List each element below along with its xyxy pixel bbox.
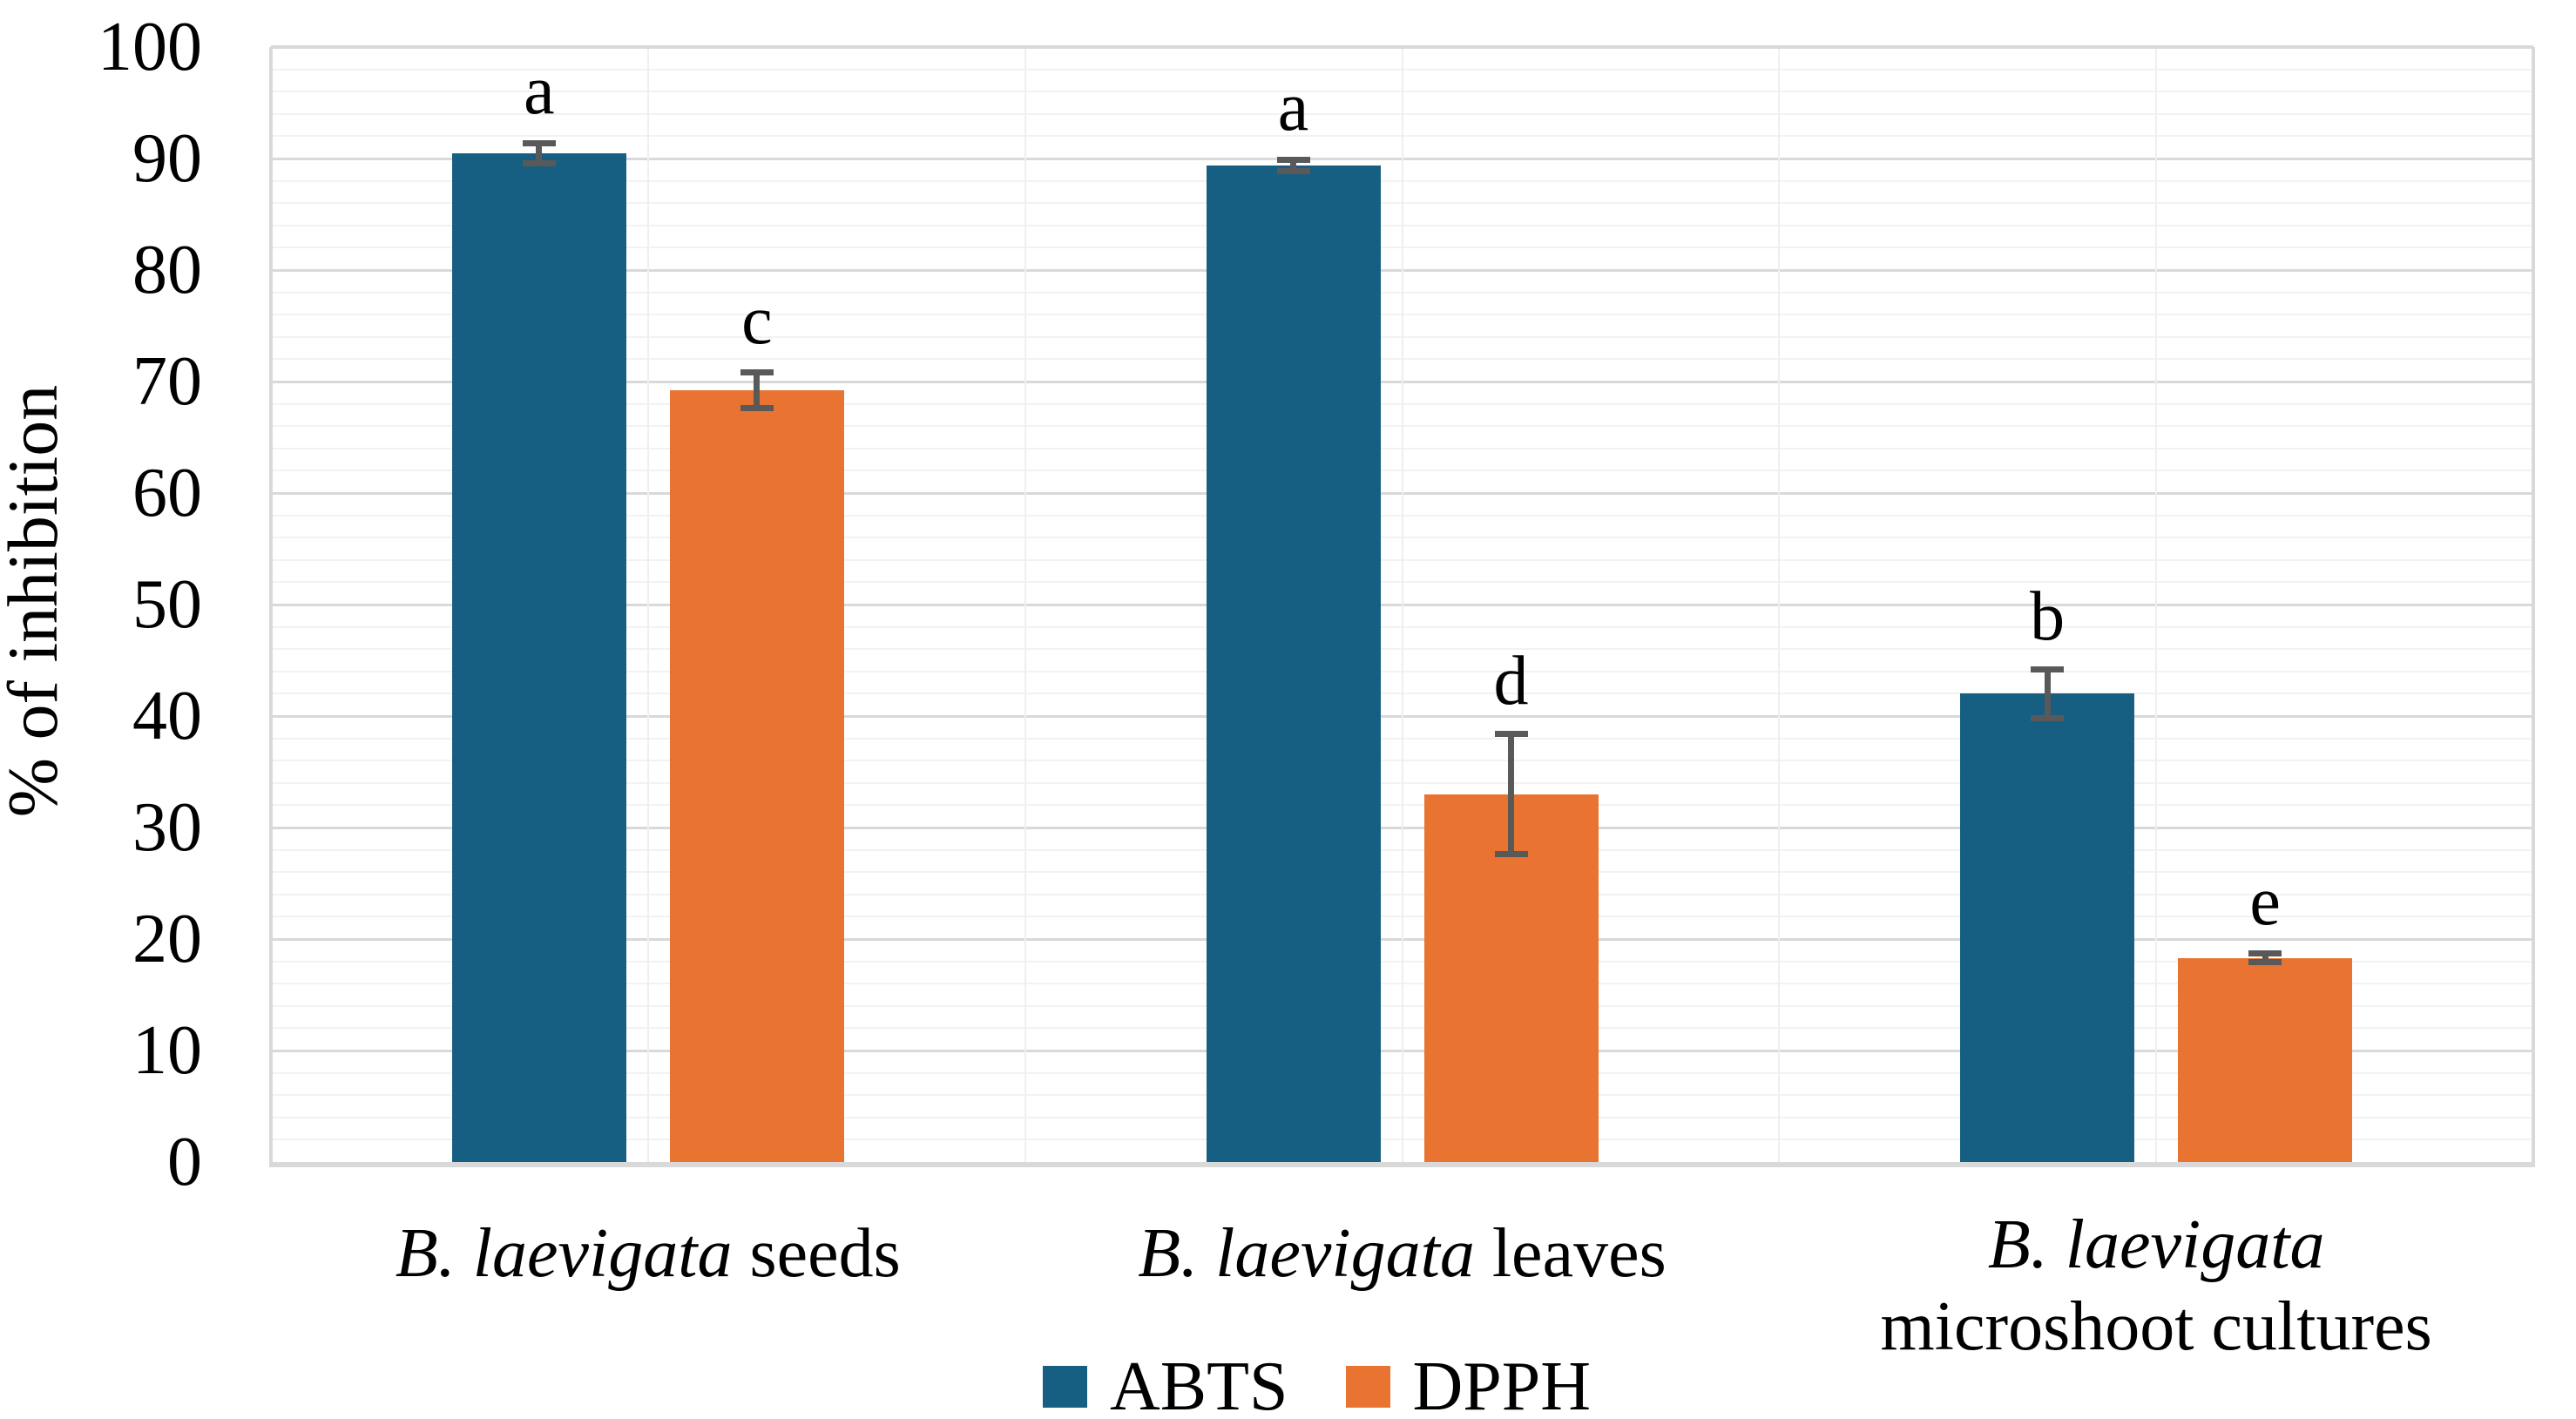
legend-item-abts: ABTS <box>1043 1352 1288 1419</box>
species-name-italic: B. laevigata <box>395 1215 733 1292</box>
error-bar-cap-top <box>522 139 556 146</box>
y-tick-label: 0 <box>167 1124 202 1200</box>
y-tick-label: 30 <box>132 789 202 866</box>
sig-letter-a-0: a <box>524 52 555 130</box>
bar-dpph-0 <box>669 390 844 1162</box>
error-bar-cap-top <box>1494 730 1528 737</box>
error-bar-cap-top <box>2248 950 2282 957</box>
category-center-line <box>646 47 649 1162</box>
legend-swatch-abts <box>1043 1366 1087 1408</box>
y-tick-label: 80 <box>132 232 202 308</box>
error-bar-stem <box>1290 159 1296 172</box>
plot-area: a a b c d e <box>269 45 2535 1167</box>
category-boundary-line <box>1024 47 1026 1162</box>
error-bar-cap-bottom <box>2248 959 2282 966</box>
category-label-regular: leaves <box>1474 1215 1667 1292</box>
legend-label-dpph: DPPH <box>1412 1348 1592 1419</box>
x-category-label-2: B. laevigata microshoot cultures <box>1633 1204 2576 1368</box>
error-bar-cap-bottom <box>1494 851 1528 858</box>
y-tick-label: 10 <box>132 1012 202 1089</box>
legend-swatch-dpph <box>1345 1366 1390 1408</box>
sig-letter-d-1: d <box>1493 643 1529 720</box>
plot-border-top <box>271 45 2533 49</box>
y-tick-label: 20 <box>132 901 202 977</box>
error-bar-cap-bottom <box>1276 167 1310 174</box>
category-center-line <box>1401 47 1403 1162</box>
category-center-line <box>2155 47 2158 1162</box>
plot-border-left <box>269 47 273 1162</box>
legend: ABTS DPPH <box>1043 1352 1591 1419</box>
bar-abts-2 <box>1960 693 2135 1162</box>
x-axis-line <box>269 1162 2535 1167</box>
error-bar-stem <box>536 143 543 164</box>
bar-abts-0 <box>451 152 626 1162</box>
plot-border-right <box>2532 47 2535 1162</box>
sig-letter-c-0: c <box>741 281 773 359</box>
bar-dpph-2 <box>2178 957 2353 1162</box>
bar-abts-1 <box>1206 165 1381 1162</box>
species-name-italic: B. laevigata <box>1138 1215 1475 1292</box>
x-category-label-0: B. laevigata seeds <box>125 1213 1171 1294</box>
category-boundary-line <box>1778 47 1781 1162</box>
y-tick-label: 40 <box>132 678 202 754</box>
sig-letter-a-1: a <box>1277 69 1309 146</box>
error-bar-cap-bottom <box>2031 715 2065 722</box>
legend-item-dpph: DPPH <box>1345 1348 1592 1419</box>
category-label-regular: seeds <box>732 1215 901 1292</box>
sig-letter-e-2: e <box>2249 862 2281 940</box>
sig-letter-b-2: b <box>2030 578 2066 656</box>
error-bar-stem <box>2044 669 2051 719</box>
y-tick-label: 90 <box>132 120 202 197</box>
y-tick-label: 60 <box>132 455 202 531</box>
error-bar-stem <box>1508 733 1514 855</box>
error-bar-cap-bottom <box>522 159 556 166</box>
error-bar-stem <box>754 372 761 409</box>
y-tick-label: 50 <box>132 566 202 643</box>
y-tick-label: 70 <box>132 343 202 420</box>
error-bar-cap-top <box>2031 666 2065 672</box>
legend-label-abts: ABTS <box>1110 1348 1288 1419</box>
error-bar-stem <box>2262 953 2268 963</box>
error-bar-cap-bottom <box>740 405 774 412</box>
error-bar-cap-top <box>1276 156 1310 163</box>
category-label-regular: microshoot cultures <box>1880 1288 2432 1365</box>
x-category-label-1: B. laevigata leaves <box>880 1213 1925 1294</box>
y-tick-label: 100 <box>98 9 202 85</box>
error-bar-cap-top <box>740 369 774 376</box>
species-name-italic: B. laevigata <box>1987 1206 2325 1283</box>
